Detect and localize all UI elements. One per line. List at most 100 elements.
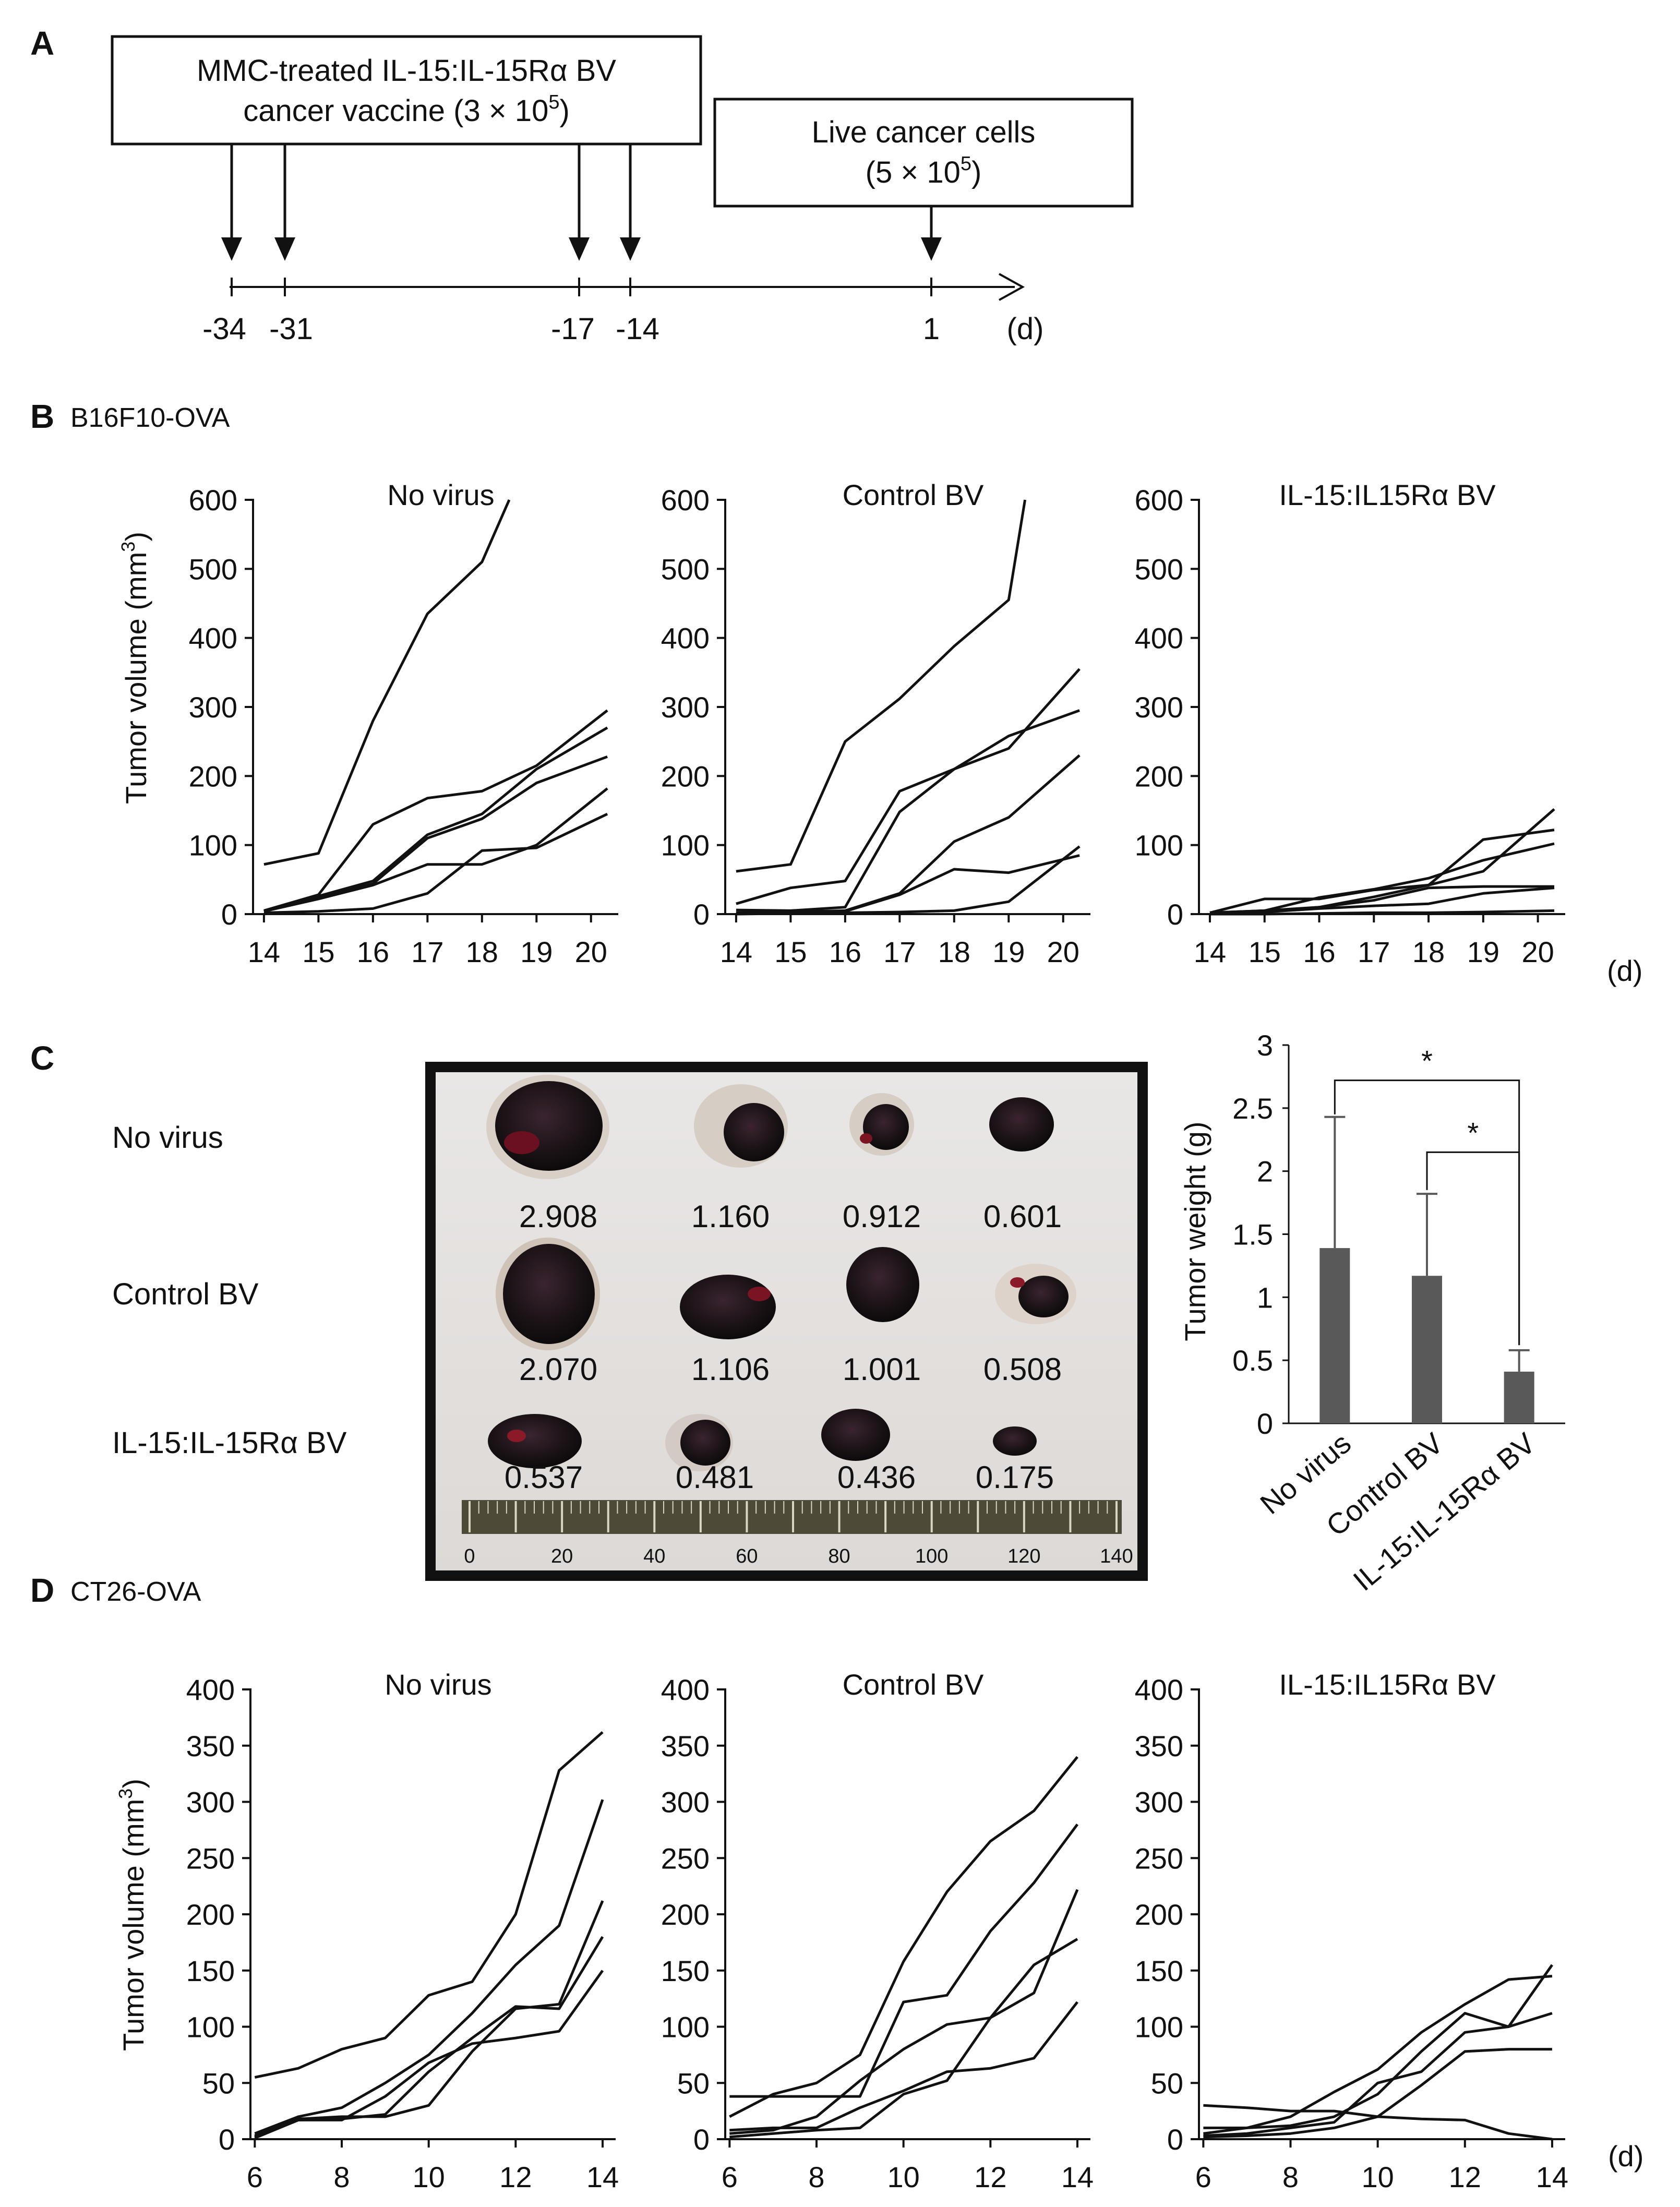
tumor-specimen bbox=[995, 1264, 1076, 1324]
x-tick-label: 20 bbox=[575, 935, 607, 968]
y-tick-label: 400 bbox=[1135, 622, 1183, 655]
y-tick-label: 350 bbox=[1135, 1730, 1183, 1762]
chart-title: IL-15:IL15Rα BV bbox=[1279, 1668, 1496, 1701]
x-tick-label: 10 bbox=[887, 2161, 920, 2193]
x-tick-label: 14 bbox=[248, 935, 280, 968]
x-tick-label: 12 bbox=[974, 2161, 1006, 2193]
x-tick-label: 6 bbox=[1195, 2161, 1211, 2193]
x-tick-label: 16 bbox=[357, 935, 389, 968]
ruler-labels: 0 20 40 60 80 100 120 140 bbox=[464, 1545, 1133, 1567]
y-tick-label: 600 bbox=[661, 484, 710, 517]
panel-letter-a: A bbox=[30, 25, 54, 62]
x-tick-label: 18 bbox=[938, 935, 970, 968]
series-line-3 bbox=[254, 1900, 604, 2137]
tumor-specimen bbox=[846, 1247, 919, 1322]
y-tick-label: 200 bbox=[661, 760, 710, 793]
y-tick-label: 500 bbox=[189, 553, 237, 585]
tumor-specimen bbox=[821, 1409, 890, 1461]
series-line-1 bbox=[736, 499, 1027, 873]
timeline-label: 1 bbox=[923, 312, 940, 346]
y-tick-label: 200 bbox=[1135, 760, 1183, 793]
x-tick-label: 15 bbox=[1249, 935, 1281, 968]
panel-letter-d: D bbox=[30, 1572, 54, 1609]
y-tick-label: 1.5 bbox=[1232, 1218, 1273, 1251]
x-tick-label: 17 bbox=[411, 935, 443, 968]
y-tick-label: 200 bbox=[186, 1898, 235, 1931]
tumor-specimen bbox=[488, 1414, 582, 1468]
y-tick-label: 50 bbox=[677, 2067, 710, 2100]
panel-b-day-unit: (d) bbox=[1607, 954, 1642, 987]
x-tick-label: 18 bbox=[466, 935, 498, 968]
line-chart-b16-control: 0 100 200 300 400 500 600 14 15 16 17 18 19 20 Control… bbox=[661, 478, 1090, 968]
chart-title: No virus bbox=[385, 1668, 491, 1701]
x-tick-label: 14 bbox=[1536, 2161, 1568, 2193]
tumor-weight-label: 2.070 bbox=[519, 1352, 597, 1387]
vaccine-box-line2: cancer vaccine (3 × 105) bbox=[243, 91, 570, 128]
cells-box bbox=[713, 98, 1134, 208]
cell-injection-arrow bbox=[921, 206, 942, 261]
y-tick-label: 150 bbox=[661, 1954, 710, 1987]
x-tick-label: 14 bbox=[1194, 935, 1226, 968]
panel-letter-b: B bbox=[30, 398, 54, 435]
ruler bbox=[462, 1500, 1122, 1534]
tumor-weight-label: 0.912 bbox=[843, 1199, 921, 1234]
y-tick-label: 1 bbox=[1257, 1281, 1273, 1314]
y-tick-label: 0 bbox=[693, 2123, 710, 2156]
tumor-specimen bbox=[989, 1097, 1054, 1152]
cells-box-line2: (5 × 105) bbox=[866, 153, 982, 189]
series-line-5 bbox=[729, 2001, 1078, 2132]
y-tick-label: 500 bbox=[1135, 553, 1183, 585]
chart-title: IL-15:IL15Rα BV bbox=[1279, 478, 1496, 511]
x-tick-label: 19 bbox=[992, 935, 1025, 968]
y-tick-label: 500 bbox=[661, 553, 710, 585]
series-line-1 bbox=[729, 1756, 1078, 2118]
series-line-4 bbox=[729, 1938, 1078, 2139]
y-tick-label: 0 bbox=[219, 2123, 235, 2156]
series-line-1 bbox=[263, 499, 511, 866]
y-tick-label: 200 bbox=[661, 1898, 710, 1931]
y-tick-label: 100 bbox=[1135, 829, 1183, 862]
line-chart-ct26-no-virus: 0 50 100 150 200 250 300 350 400 6 8 10 12 14 No virus bbox=[186, 1668, 619, 2193]
tumor-weight-label: 0.481 bbox=[676, 1460, 754, 1495]
significance-star: * bbox=[1421, 1045, 1433, 1077]
x-tick-label: 10 bbox=[413, 2161, 445, 2193]
tumor-specimen bbox=[993, 1426, 1037, 1456]
y-tick-label: 300 bbox=[1135, 1786, 1183, 1819]
x-tick-label: 17 bbox=[1358, 935, 1390, 968]
chart-title: Control BV bbox=[843, 1668, 984, 1701]
y-axis-title-d: Tumor volume (mm3) bbox=[115, 1779, 150, 2051]
series-line-5 bbox=[1209, 886, 1555, 914]
series-line-1 bbox=[1209, 829, 1555, 914]
panel-d-title: CT26-OVA bbox=[70, 1577, 201, 1607]
series-line-1 bbox=[254, 1731, 604, 2079]
y-tick-label: 50 bbox=[202, 2067, 235, 2100]
y-tick-label: 300 bbox=[661, 691, 710, 724]
ruler-ticks bbox=[469, 1501, 1118, 1532]
y-tick-label: 100 bbox=[1135, 2011, 1183, 2044]
series-line-2 bbox=[254, 1799, 604, 2135]
line-chart-b16-no-virus: 0 100 200 300 400 500 600 14 15 16 17 18 19 20 No viru… bbox=[189, 478, 618, 968]
tumor-specimen bbox=[680, 1275, 776, 1339]
y-tick-label: 0.5 bbox=[1232, 1344, 1273, 1377]
series-line-2 bbox=[1203, 1964, 1553, 2135]
panel-letter-c: C bbox=[30, 1039, 54, 1077]
timeline-unit: (d) bbox=[1007, 312, 1044, 346]
series-line-2 bbox=[736, 668, 1081, 905]
panel-b-title: B16F10-OVA bbox=[70, 403, 230, 433]
y-tick-label: 600 bbox=[189, 484, 237, 517]
y-tick-label: 350 bbox=[661, 1730, 710, 1762]
cells-box-line1: Live cancer cells bbox=[812, 115, 1036, 149]
timeline-arrowhead bbox=[999, 273, 1025, 301]
y-tick-label: 400 bbox=[661, 1673, 710, 1706]
x-tick-label: 15 bbox=[774, 935, 807, 968]
y-tick-label: 300 bbox=[1135, 691, 1183, 724]
timeline: -34 -31 -17 -14 1 (d) bbox=[202, 144, 1043, 346]
photo-row-label: No virus bbox=[112, 1121, 223, 1155]
series-line-4 bbox=[254, 1936, 604, 2139]
y-tick-label: 250 bbox=[186, 1842, 235, 1875]
x-tick-label: 14 bbox=[586, 2161, 619, 2193]
y-tick-label: 300 bbox=[186, 1786, 235, 1819]
series-line-3 bbox=[263, 726, 608, 912]
